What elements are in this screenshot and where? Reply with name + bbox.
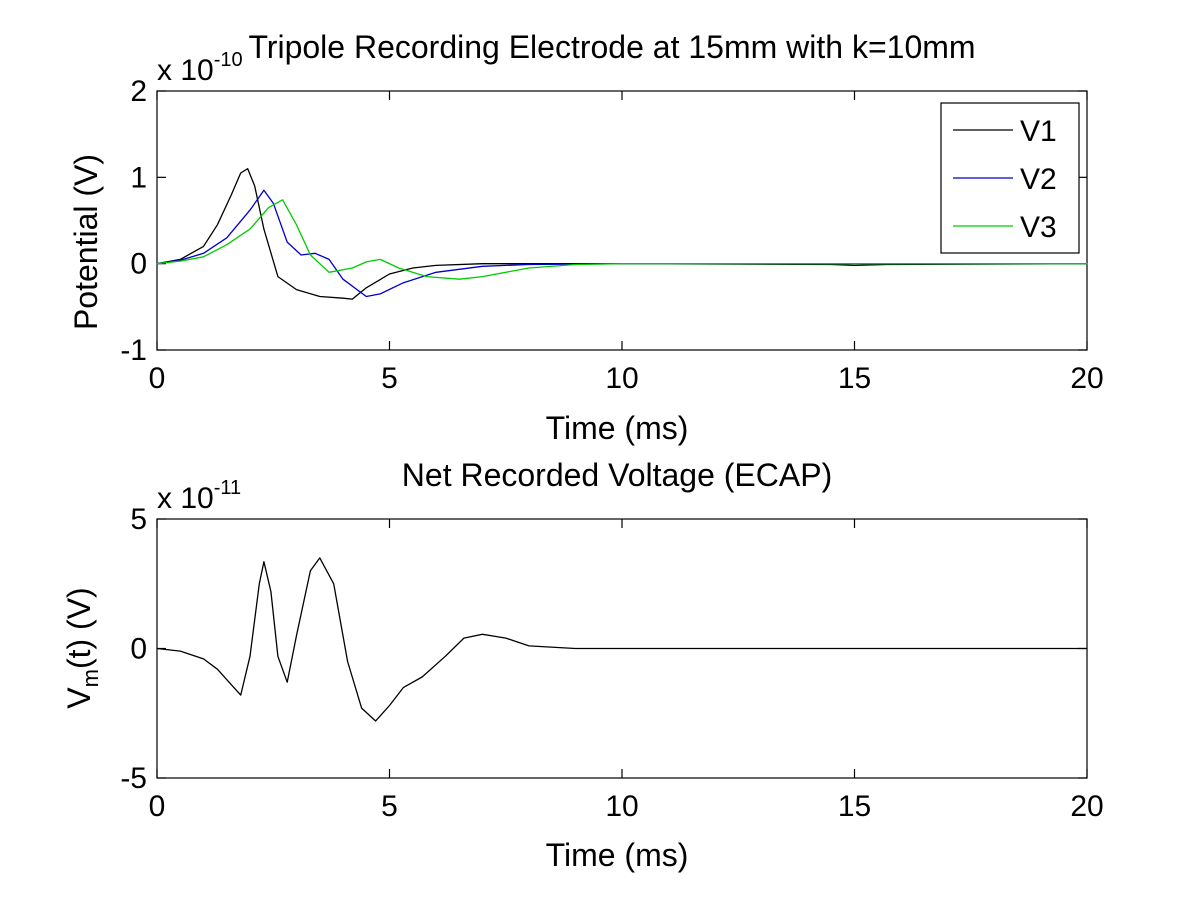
ecap-y-tick-label: 5 bbox=[130, 503, 147, 536]
ecap-x-tick-label: 5 bbox=[381, 790, 398, 823]
ecap-axis-ticks: 0 5 10 15 20-505 bbox=[120, 503, 1103, 823]
potential-y-axis-label: Potential (V) bbox=[68, 154, 104, 330]
ecap-y-exponent: x 10-11 bbox=[157, 477, 241, 515]
ecap-y-tick-label: 0 bbox=[130, 633, 147, 666]
ecap-x-tick-label: 15 bbox=[838, 790, 871, 823]
potential-series-lines bbox=[156, 168, 1088, 300]
potential-x-tick-label: 5 bbox=[381, 362, 398, 395]
potential-x-tick-label: 10 bbox=[605, 362, 638, 395]
ecap-x-tick-label: 20 bbox=[1070, 790, 1103, 823]
potential-x-tick-label: 20 bbox=[1070, 362, 1103, 395]
potential-series-line-v3 bbox=[156, 199, 1088, 280]
potential-plot-area bbox=[156, 90, 1088, 351]
legend-label-v3: V3 bbox=[1020, 211, 1057, 244]
potential-x-tick-label: 0 bbox=[149, 362, 166, 395]
potential-series-line-v2 bbox=[156, 189, 1088, 298]
potential-x-axis-label: Time (ms) bbox=[546, 410, 689, 446]
potential-y-tick-label: -1 bbox=[120, 334, 147, 367]
potential-y-exponent: x 10-10 bbox=[157, 49, 243, 87]
ecap-chart: Net Recorded Voltage (ECAP) x 10-11 0 5 10… bbox=[61, 457, 1104, 873]
ecap-x-tick-label: 10 bbox=[605, 790, 638, 823]
legend-label-v1: V1 bbox=[1020, 115, 1057, 148]
potential-y-tick-label: 2 bbox=[130, 75, 147, 108]
ecap-x-axis-label: Time (ms) bbox=[546, 837, 689, 873]
ecap-chart-title: Net Recorded Voltage (ECAP) bbox=[402, 457, 832, 493]
potential-x-tick-label: 15 bbox=[838, 362, 871, 395]
potential-legend: V1 V2 V3 bbox=[940, 102, 1080, 254]
potential-y-tick-label: 1 bbox=[130, 161, 147, 194]
ecap-y-tick-label: -5 bbox=[120, 762, 147, 795]
potential-y-tick-label: 0 bbox=[130, 248, 147, 281]
ecap-x-tick-label: 0 bbox=[149, 790, 166, 823]
ecap-y-axis-label: Vm(t) (V) bbox=[61, 587, 103, 708]
potential-chart: Tripole Recording Electrode at 15mm with… bbox=[68, 29, 1104, 446]
potential-chart-title: Tripole Recording Electrode at 15mm with… bbox=[248, 29, 975, 65]
legend-label-v2: V2 bbox=[1020, 163, 1057, 196]
ecap-series-lines bbox=[156, 557, 1088, 722]
ecap-series-line-0 bbox=[156, 557, 1088, 722]
